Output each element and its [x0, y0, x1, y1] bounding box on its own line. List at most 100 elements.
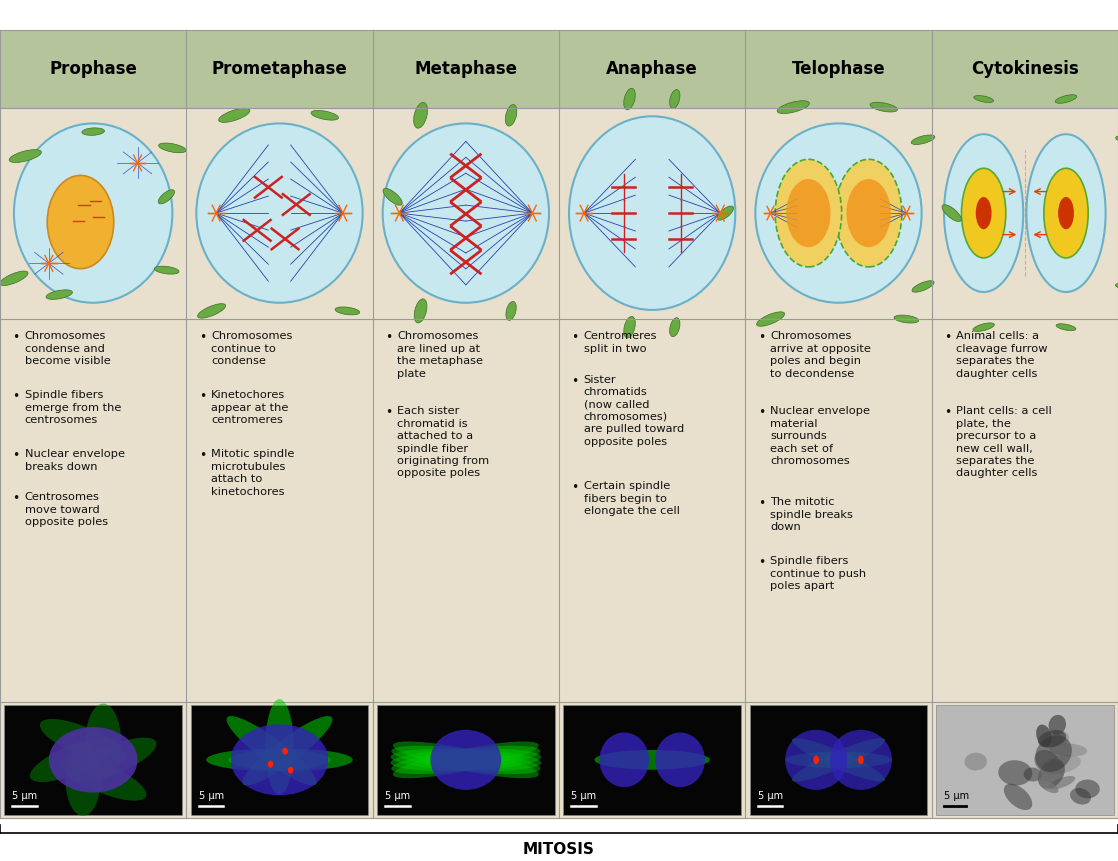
Ellipse shape — [942, 205, 961, 221]
Ellipse shape — [9, 150, 41, 163]
Text: Metaphase: Metaphase — [415, 60, 518, 77]
Ellipse shape — [1041, 755, 1081, 774]
Ellipse shape — [85, 703, 121, 778]
Text: •: • — [199, 331, 206, 344]
Text: Cytokinesis: Cytokinesis — [970, 60, 1079, 77]
Ellipse shape — [912, 281, 934, 292]
Ellipse shape — [846, 179, 891, 247]
Ellipse shape — [391, 746, 540, 774]
Ellipse shape — [390, 748, 541, 771]
Ellipse shape — [267, 761, 273, 768]
Text: Telophase: Telophase — [792, 60, 885, 77]
Ellipse shape — [40, 719, 126, 764]
Text: The mitotic
spindle breaks
down: The mitotic spindle breaks down — [770, 497, 853, 532]
Ellipse shape — [1035, 735, 1072, 772]
FancyBboxPatch shape — [746, 30, 931, 108]
Ellipse shape — [82, 128, 104, 135]
Text: 5 μm: 5 μm — [12, 791, 37, 801]
Text: •: • — [12, 449, 19, 462]
Ellipse shape — [46, 290, 73, 300]
Ellipse shape — [624, 88, 635, 109]
Text: Nuclear envelope
material
surrounds
each set of
chromosomes: Nuclear envelope material surrounds each… — [770, 406, 870, 466]
Text: •: • — [571, 481, 578, 494]
FancyBboxPatch shape — [936, 705, 1114, 815]
Ellipse shape — [599, 733, 650, 787]
Ellipse shape — [13, 123, 172, 303]
Text: Anaphase: Anaphase — [606, 60, 698, 77]
Text: •: • — [199, 391, 206, 404]
Text: •: • — [758, 556, 765, 569]
FancyBboxPatch shape — [559, 108, 746, 818]
Ellipse shape — [814, 756, 818, 765]
Ellipse shape — [0, 271, 28, 286]
Ellipse shape — [1004, 784, 1032, 810]
Ellipse shape — [785, 752, 892, 768]
Ellipse shape — [506, 301, 517, 320]
Ellipse shape — [1050, 743, 1087, 757]
Text: Chromosomes
condense and
become visible: Chromosomes condense and become visible — [25, 331, 111, 366]
Ellipse shape — [382, 123, 549, 303]
Text: •: • — [944, 406, 951, 419]
Ellipse shape — [595, 750, 710, 770]
Text: •: • — [12, 331, 19, 344]
FancyBboxPatch shape — [559, 30, 746, 108]
Ellipse shape — [1038, 730, 1067, 747]
Ellipse shape — [154, 266, 179, 274]
Text: Chromosomes
continue to
condense: Chromosomes continue to condense — [211, 331, 292, 366]
Text: •: • — [758, 406, 765, 419]
Ellipse shape — [1034, 750, 1060, 774]
Text: •: • — [385, 406, 392, 419]
Ellipse shape — [197, 123, 362, 303]
Ellipse shape — [974, 96, 994, 102]
FancyBboxPatch shape — [187, 30, 372, 108]
FancyBboxPatch shape — [4, 705, 182, 815]
Text: Spindle fibers
emerge from the
centrosomes: Spindle fibers emerge from the centrosom… — [25, 391, 121, 425]
Ellipse shape — [786, 179, 831, 247]
Ellipse shape — [1044, 168, 1088, 258]
Ellipse shape — [1040, 780, 1059, 793]
FancyBboxPatch shape — [372, 108, 559, 818]
Text: •: • — [758, 331, 765, 344]
Ellipse shape — [1055, 95, 1077, 103]
Ellipse shape — [670, 90, 680, 108]
Ellipse shape — [414, 102, 427, 128]
FancyBboxPatch shape — [372, 30, 559, 108]
Ellipse shape — [775, 159, 842, 267]
Text: •: • — [571, 331, 578, 344]
FancyBboxPatch shape — [191, 705, 368, 815]
Ellipse shape — [1076, 779, 1100, 798]
Ellipse shape — [1116, 136, 1118, 144]
Ellipse shape — [1058, 197, 1074, 229]
Ellipse shape — [1024, 767, 1042, 782]
Text: •: • — [12, 391, 19, 404]
Ellipse shape — [228, 749, 353, 771]
Ellipse shape — [1116, 283, 1118, 290]
Ellipse shape — [911, 135, 935, 145]
Ellipse shape — [655, 733, 705, 787]
Text: •: • — [199, 449, 206, 462]
Ellipse shape — [756, 123, 921, 303]
Text: Kinetochores
appear at the
centromeres: Kinetochores appear at the centromeres — [211, 391, 288, 425]
Ellipse shape — [243, 716, 332, 785]
Ellipse shape — [390, 748, 541, 771]
Ellipse shape — [383, 189, 402, 205]
Ellipse shape — [505, 104, 517, 126]
Ellipse shape — [965, 753, 987, 771]
Ellipse shape — [624, 317, 635, 338]
Ellipse shape — [1049, 715, 1067, 734]
Ellipse shape — [998, 760, 1032, 785]
Ellipse shape — [830, 730, 892, 790]
Ellipse shape — [265, 699, 294, 795]
Ellipse shape — [159, 189, 174, 204]
Ellipse shape — [793, 738, 884, 782]
Ellipse shape — [198, 304, 226, 318]
FancyBboxPatch shape — [377, 705, 555, 815]
Ellipse shape — [282, 747, 288, 754]
Ellipse shape — [785, 730, 847, 790]
Ellipse shape — [49, 727, 138, 793]
Text: Centrosomes
move toward
opposite poles: Centrosomes move toward opposite poles — [25, 492, 107, 527]
Ellipse shape — [1049, 776, 1076, 790]
Ellipse shape — [288, 766, 293, 773]
FancyBboxPatch shape — [0, 30, 187, 108]
Ellipse shape — [392, 741, 539, 778]
